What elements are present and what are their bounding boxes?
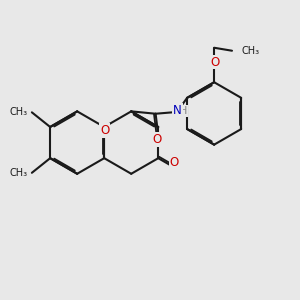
Text: CH₃: CH₃ xyxy=(9,107,27,117)
Text: O: O xyxy=(210,56,219,68)
Text: O: O xyxy=(169,155,179,169)
Text: CH₃: CH₃ xyxy=(9,168,27,178)
Text: H: H xyxy=(179,106,187,116)
Text: O: O xyxy=(100,124,110,137)
Text: N: N xyxy=(173,104,182,117)
Text: O: O xyxy=(152,133,161,146)
Text: CH₃: CH₃ xyxy=(242,46,260,56)
